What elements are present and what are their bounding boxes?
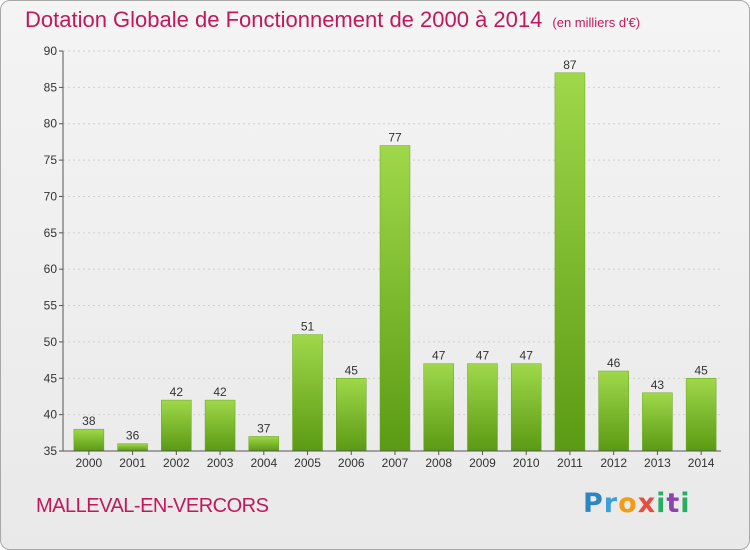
x-tick-label: 2001 — [119, 456, 146, 470]
bar — [423, 363, 454, 452]
bar — [554, 72, 586, 452]
axis-layer: 35 40 45 50 55 60 65 70 75 80 85 90 2000 2001 2002 2003… — [44, 44, 721, 470]
x-tick-label: 2000 — [76, 456, 103, 470]
bar — [204, 399, 236, 452]
x-tick-label: 2006 — [338, 456, 365, 470]
logo-letter: o — [618, 488, 638, 519]
bar-value-label: 36 — [126, 429, 140, 443]
bar — [248, 436, 280, 452]
title-text: Dotation Globale de Fonctionnement de 20… — [25, 7, 543, 32]
logo-letter: r — [603, 488, 619, 519]
bar-value-label: 42 — [213, 385, 227, 399]
x-tick-label: 2008 — [425, 456, 452, 470]
bar — [161, 399, 192, 452]
bar-value-label: 47 — [432, 349, 446, 363]
bar-value-label: 47 — [520, 349, 534, 363]
bar — [685, 378, 717, 452]
bar — [510, 363, 542, 452]
logo-letter: i — [656, 488, 667, 519]
y-tick-label: 85 — [44, 80, 58, 94]
bar-value-label: 37 — [257, 421, 271, 435]
logo-letter: x — [637, 488, 657, 519]
bar — [598, 370, 629, 452]
y-tick-label: 60 — [44, 262, 58, 276]
y-tick-label: 90 — [44, 44, 58, 58]
y-tick-label: 40 — [44, 408, 58, 422]
unit-label: (en milliers d'€) — [552, 15, 641, 30]
bar — [467, 363, 498, 452]
commune-name: MALLEVAL-EN-VERCORS — [36, 495, 269, 517]
bar — [73, 428, 105, 452]
chart-title: Dotation Globale de Fonctionnement de 20… — [25, 7, 640, 33]
x-tick-label: 2003 — [207, 456, 234, 470]
bar-value-label: 42 — [170, 385, 184, 399]
y-tick-label: 65 — [44, 226, 58, 240]
bar-value-label: 43 — [651, 378, 665, 392]
bar — [336, 378, 367, 452]
bar-value-label: 38 — [82, 414, 96, 428]
logo-letter: t — [666, 488, 681, 519]
proxiti-logo: Proxiti — [583, 488, 691, 519]
bar-value-label: 45 — [694, 363, 708, 377]
x-tick-label: 2009 — [469, 456, 496, 470]
y-tick-label: 75 — [44, 153, 58, 167]
x-tick-label: 2013 — [644, 456, 671, 470]
bar-value-label: 47 — [476, 349, 490, 363]
logo-letter: i — [680, 488, 691, 519]
x-tick-label: 2004 — [250, 456, 277, 470]
y-tick-label: 45 — [44, 371, 58, 385]
bar-value-label: 87 — [563, 58, 577, 72]
x-tick-label: 2002 — [163, 456, 190, 470]
x-tick-label: 2005 — [294, 456, 321, 470]
x-tick-label: 2012 — [600, 456, 627, 470]
bar — [642, 392, 673, 452]
x-tick-label: 2011 — [557, 456, 583, 470]
bar-layer: 38 36 42 42 37 51 45 77 47 47 47 87 46 43 45 — [73, 58, 717, 452]
bar — [379, 145, 411, 452]
logo-letter: P — [583, 488, 604, 519]
y-tick-label: 55 — [44, 299, 58, 313]
bar — [117, 443, 148, 452]
x-tick-label: 2010 — [513, 456, 540, 470]
bar-value-label: 51 — [301, 320, 315, 334]
y-tick-label: 70 — [44, 189, 58, 203]
y-tick-label: 50 — [44, 335, 58, 349]
bar — [292, 334, 323, 452]
x-tick-label: 2014 — [688, 456, 715, 470]
y-tick-label: 35 — [44, 444, 58, 458]
y-tick-label: 80 — [44, 117, 58, 131]
bar-value-label: 77 — [388, 131, 402, 145]
bar-value-label: 45 — [345, 363, 359, 377]
bar-value-label: 46 — [607, 356, 621, 370]
x-tick-label: 2007 — [382, 456, 409, 470]
